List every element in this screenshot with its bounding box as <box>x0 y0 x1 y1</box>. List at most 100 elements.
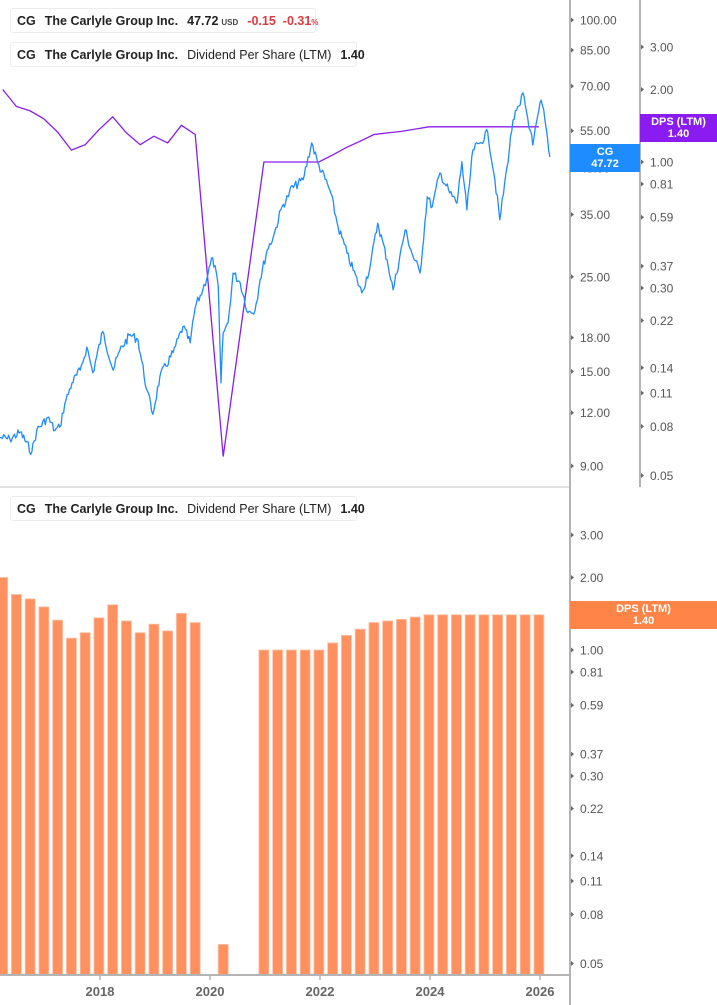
price-tick-label: 25.00 <box>580 270 610 284</box>
legend-dps-top[interactable]: CG The Carlyle Group Inc. Dividend Per S… <box>10 42 365 67</box>
dps-bar <box>38 606 50 976</box>
dps-bar <box>148 623 160 976</box>
dps-bottom-tick-label: 0.81 <box>580 666 604 680</box>
dps-bar <box>519 614 531 976</box>
price-tick-label-mark <box>571 410 574 416</box>
dps-tag-value: 1.40 <box>667 128 690 140</box>
legend-dps-bottom[interactable]: CG The Carlyle Group Inc. Dividend Per S… <box>10 496 365 521</box>
price-tick-label-mark <box>571 83 574 89</box>
dps-top-axis-tag: DPS (LTM) 1.40 <box>640 114 717 142</box>
dps-top-tick-label-mark <box>641 181 644 187</box>
dps-top-tick-label: 2.00 <box>650 83 674 97</box>
dps-top-tick-label: 0.81 <box>650 178 674 192</box>
year-tick-label: 2020 <box>196 984 225 999</box>
dps-top-tick-label-mark <box>641 390 644 396</box>
price-tick-label: 35.00 <box>580 208 610 222</box>
dps-bar <box>134 632 146 976</box>
dps-bottom-tick-label: 0.37 <box>580 748 604 762</box>
axes: 100.0085.0070.0055.0045.0035.0025.0018.0… <box>0 0 674 1005</box>
price-tick-label-mark <box>571 463 574 469</box>
dps-bar <box>354 628 366 976</box>
dps-bar <box>162 630 174 976</box>
dps-top-tick-label: 0.14 <box>650 361 674 375</box>
dps-top-tick-label-mark <box>641 423 644 429</box>
dps-bar <box>299 649 311 976</box>
price-tick-label-mark <box>571 368 574 374</box>
legend-price-value: 47.72 <box>187 13 219 28</box>
legend-company: The Carlyle Group Inc. <box>44 13 179 28</box>
dps-bar <box>450 614 462 976</box>
legend-currency: USD <box>221 18 239 27</box>
price-tick-label-mark <box>571 211 574 217</box>
dps-bar <box>313 649 325 976</box>
dps-bottom-tick-label: 0.30 <box>580 770 604 784</box>
legend-value: 1.40 <box>340 501 365 516</box>
dps-line <box>2 89 539 457</box>
dps-bottom-tick-label-mark <box>571 574 574 580</box>
legend-change: -0.15 <box>247 13 276 28</box>
dps-bar <box>10 594 22 976</box>
dps-bottom-tick-label: 2.00 <box>580 571 604 585</box>
dps-top-tick-label: 0.05 <box>650 469 674 483</box>
dps-bar <box>533 614 545 976</box>
legend-company: The Carlyle Group Inc. <box>44 501 179 516</box>
dps-bar <box>340 634 352 976</box>
price-tick-label: 18.00 <box>580 331 610 345</box>
dps-bar <box>272 649 284 976</box>
year-tick-label: 2022 <box>306 984 335 999</box>
dps-top-tick-label: 0.11 <box>650 387 673 401</box>
series-lines <box>0 89 551 457</box>
price-tick-label: 70.00 <box>580 80 610 94</box>
dps-bottom-tick-label-mark <box>571 878 574 884</box>
price-tick-label-mark <box>571 128 574 134</box>
dps-bar <box>107 604 119 976</box>
dps-tag-label: DPS (LTM) <box>616 603 671 615</box>
dps-tag-label: DPS (LTM) <box>651 116 706 128</box>
dps-bar <box>492 614 504 976</box>
legend-company: The Carlyle Group Inc. <box>44 47 179 62</box>
legend-ticker: CG <box>17 47 36 62</box>
dps-top-tick-label: 3.00 <box>650 41 674 55</box>
price-tick-label: 12.00 <box>580 406 610 420</box>
dps-bottom-tick-label: 0.08 <box>580 908 604 922</box>
price-tick-label: 55.00 <box>580 124 610 138</box>
dps-bar <box>93 617 105 976</box>
dps-bar <box>368 622 380 976</box>
dps-bottom-tick-label-mark <box>571 647 574 653</box>
legend-ticker: CG <box>17 13 36 28</box>
dps-bottom-tick-label: 0.59 <box>580 699 604 713</box>
legend-change-pct: -0.31 <box>282 13 312 28</box>
dps-top-tick-label-mark <box>641 285 644 291</box>
dps-bar <box>258 649 270 976</box>
legend-price[interactable]: CG The Carlyle Group Inc. 47.72 USD -0.1… <box>10 8 318 33</box>
price-tick-label: 15.00 <box>580 365 610 379</box>
dps-tag-value: 1.40 <box>632 615 655 627</box>
dps-bar <box>0 577 9 976</box>
dps-top-tick-label-mark <box>641 44 644 50</box>
dps-bar <box>121 620 132 976</box>
dps-bottom-tick-label-mark <box>571 805 574 811</box>
price-tag-label: CG <box>596 146 614 158</box>
dps-top-tick-label: 1.00 <box>650 156 674 170</box>
price-axis-tag: CG 47.72 <box>570 144 640 172</box>
dps-top-tick-label-mark <box>641 473 644 479</box>
dps-bottom-tick-label: 0.05 <box>580 957 604 971</box>
dps-top-tick-label: 0.37 <box>650 260 674 274</box>
dps-bar <box>52 619 64 976</box>
dps-top-tick-label: 0.30 <box>650 282 674 296</box>
dps-bar <box>382 620 394 976</box>
dps-bar <box>175 612 187 976</box>
dps-bottom-tick-label-mark <box>571 532 574 538</box>
dps-bar <box>66 637 77 976</box>
dps-bar <box>24 598 36 976</box>
dps-bottom-tick-label: 0.11 <box>580 875 603 889</box>
dps-bottom-tick-label-mark <box>571 773 574 779</box>
dps-bottom-tick-label: 1.00 <box>580 644 604 658</box>
dps-bar <box>79 632 91 976</box>
price-line <box>0 92 551 456</box>
dps-top-tick-label: 0.59 <box>650 211 674 225</box>
price-tag-value: 47.72 <box>591 158 619 170</box>
price-tick-label-mark <box>571 17 574 23</box>
dps-top-tick-label-mark <box>641 317 644 323</box>
